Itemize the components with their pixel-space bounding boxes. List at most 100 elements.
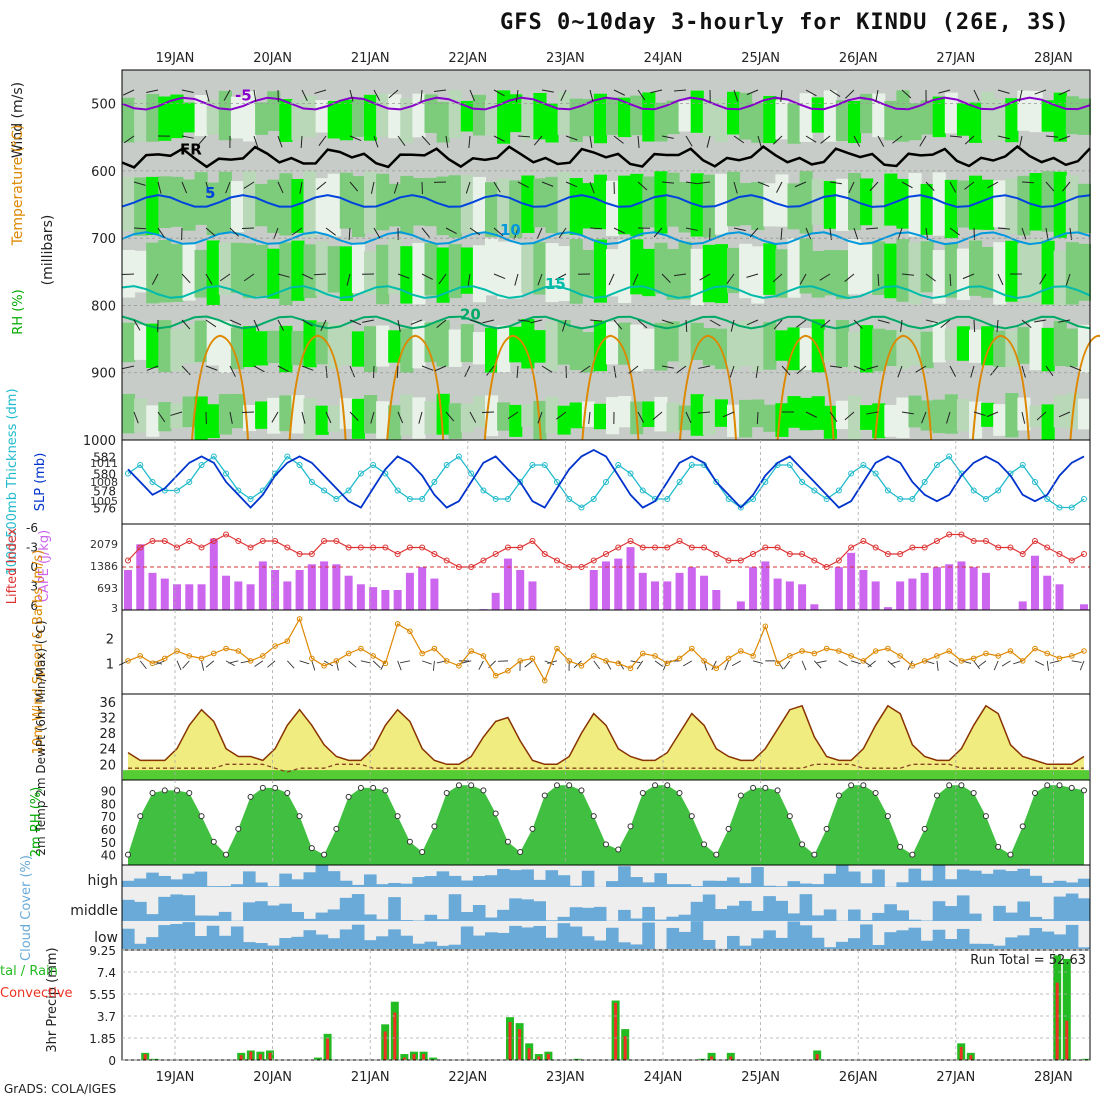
precip-tick: 0 [108, 1054, 116, 1068]
wind-barb [1058, 411, 1071, 418]
cloud-cell [230, 926, 244, 949]
wind-barb [829, 89, 841, 97]
wind-barb [685, 135, 693, 147]
thickness-point [419, 496, 426, 502]
wind-barb-10m [240, 660, 251, 664]
rh2m-point [480, 787, 487, 794]
thickness-point [750, 496, 757, 502]
rh-cell [993, 404, 1007, 436]
li-point [259, 538, 266, 544]
cloud-cell [170, 894, 183, 921]
rh-cell [666, 100, 680, 135]
rh-cell [1017, 90, 1031, 131]
rh-cell [569, 402, 583, 429]
wind-speed-point [762, 623, 769, 630]
cloud-cell [896, 930, 909, 949]
rh2m-point [419, 849, 426, 856]
li-point [921, 544, 928, 551]
cloud-cell [618, 942, 631, 949]
wind-speed-point [431, 645, 438, 652]
wind-barb [362, 319, 375, 323]
wind-barb [397, 135, 406, 147]
rh-cell [206, 404, 220, 439]
cloud-cell [255, 901, 268, 921]
wind-barb [271, 411, 279, 423]
rh-cell [606, 249, 620, 297]
wind-barb [325, 365, 328, 378]
rh2m-point [566, 782, 573, 789]
li-point [480, 557, 487, 564]
rh2m-point [774, 787, 781, 794]
rh-cell [182, 396, 196, 428]
rh-cell [412, 320, 426, 369]
rh-cell [581, 99, 595, 137]
wind-barb [515, 89, 519, 102]
rh-cell [327, 100, 341, 139]
wind-barb [730, 319, 735, 332]
isotherm-line [121, 194, 1091, 208]
rh-cell [860, 405, 874, 430]
wind-barb [915, 365, 927, 373]
rh-cell [690, 322, 704, 360]
wind-barb [300, 135, 303, 149]
rh-cell [267, 330, 281, 364]
cape-bar [920, 572, 929, 610]
wind-barb [685, 181, 698, 185]
thickness-point [541, 462, 548, 468]
wind-label: Wind (m/s) [10, 82, 26, 158]
cloud-cell [763, 930, 776, 949]
wind-barb [373, 227, 381, 239]
wind-barb [674, 273, 687, 277]
rh-cell [424, 242, 438, 296]
cape-tick: 1386 [90, 560, 118, 573]
wind-barb-10m [993, 660, 999, 671]
rh-cell [811, 178, 825, 225]
thickness-point [517, 479, 524, 485]
wind-barb [157, 181, 162, 194]
rh-cell [981, 246, 995, 298]
cloud-cell [146, 914, 159, 921]
wind-speed-point [676, 655, 683, 662]
cape-bar [969, 567, 978, 610]
cloud-cell [170, 923, 183, 949]
wind-barb [556, 411, 567, 420]
cloud-cell [448, 875, 462, 887]
dew-area [123, 770, 1089, 780]
temperature-label: Temperature (°C) [10, 125, 26, 247]
rh-cell [727, 247, 741, 294]
wind-barb [121, 273, 135, 276]
rh-cell [751, 182, 765, 231]
li-point [872, 544, 879, 551]
thickness-point [296, 462, 303, 468]
convective-bar [1065, 1020, 1069, 1060]
precip-label: 3hr Precip (mm) [45, 947, 60, 1052]
rh2m-point [394, 813, 401, 820]
cloud-cell [739, 945, 752, 949]
rh-cell [630, 324, 644, 372]
rh-cell [835, 100, 849, 142]
rh-cell [1077, 243, 1091, 301]
rh-cell [739, 92, 753, 140]
rh-cell [400, 246, 414, 304]
cloud-cell [908, 868, 922, 887]
cloud-cell [787, 921, 801, 949]
rh-cell [654, 242, 668, 294]
cloud-cell [581, 936, 595, 949]
cape-bar [896, 581, 905, 610]
li-point [786, 551, 793, 557]
rh-cell [714, 98, 728, 143]
slp-tick: 1008 [90, 476, 118, 489]
wind-speed-point [688, 645, 695, 652]
rh-cell [618, 175, 632, 235]
rh2m-point [186, 789, 193, 796]
rh-cell [993, 242, 1007, 305]
wind-barb [291, 227, 303, 236]
rh-cell [472, 396, 486, 428]
rh-cell [739, 399, 753, 438]
rh-cell [218, 242, 232, 295]
rh2m-point [517, 849, 524, 856]
rh-cell [521, 242, 535, 294]
rh-cell [303, 95, 317, 138]
rh-cell [158, 402, 172, 432]
wind-barb-10m [205, 660, 215, 668]
